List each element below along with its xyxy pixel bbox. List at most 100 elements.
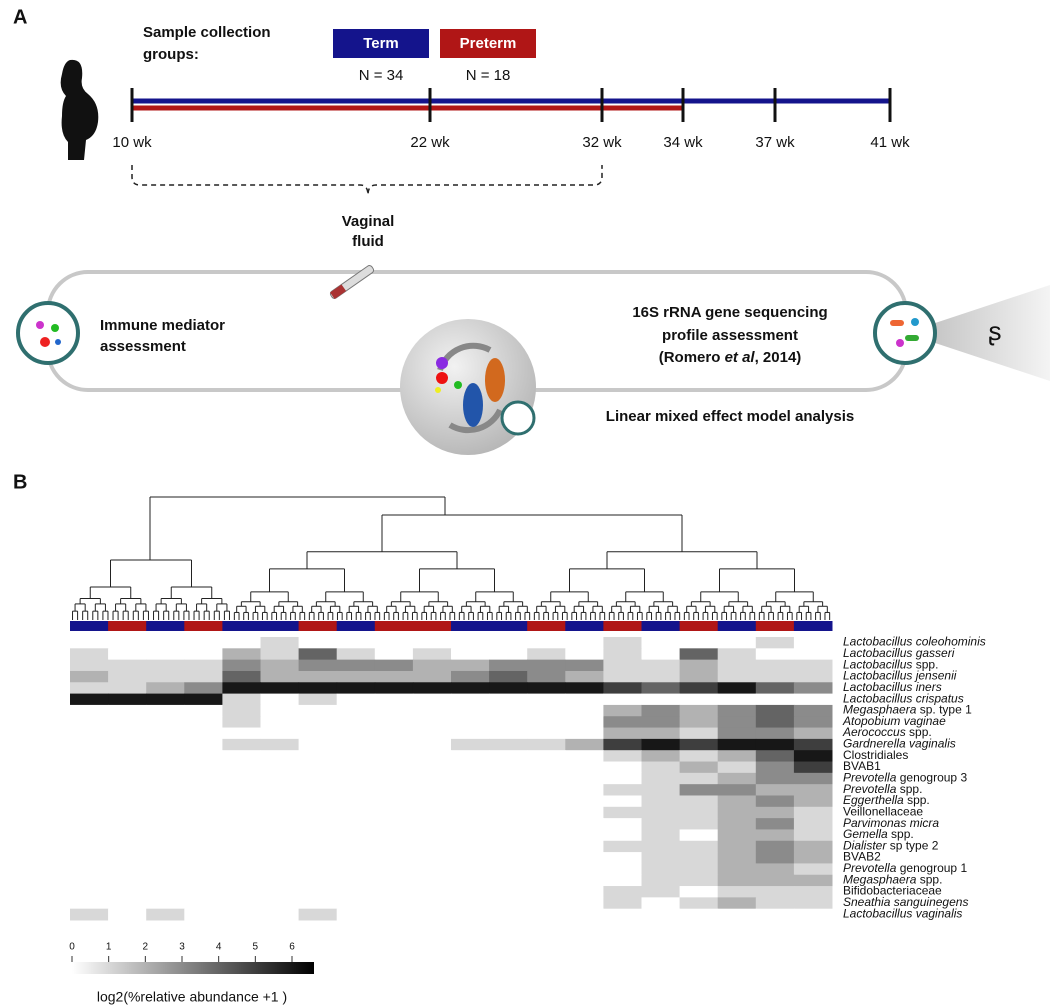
taxon-italic: Lactobacillus gasseri xyxy=(843,646,955,660)
heat-cell xyxy=(184,750,223,763)
heat-cell xyxy=(70,829,109,842)
heat-cell xyxy=(336,806,376,819)
heat-cell xyxy=(412,693,452,706)
immune-label: Immune mediator xyxy=(100,317,225,334)
heat-cell xyxy=(717,795,757,808)
heat-cell xyxy=(222,908,261,921)
colorbar xyxy=(72,962,314,974)
heat-cell xyxy=(679,738,719,751)
taxon-label: Atopobium vaginae xyxy=(842,714,946,728)
taxon-roman: Bifidobacteriaceae xyxy=(843,884,942,898)
heat-cell xyxy=(298,648,338,661)
heat-cell xyxy=(412,818,452,830)
heat-cell xyxy=(565,806,604,819)
heat-cell xyxy=(489,818,528,830)
heat-cell xyxy=(717,806,757,819)
heat-cell xyxy=(603,682,642,695)
heat-cell xyxy=(489,750,528,763)
heat-cell xyxy=(260,682,300,695)
taxon-roman: sp type 2 xyxy=(890,839,939,853)
taxon-label: Gemella spp. xyxy=(843,827,914,841)
heat-cell xyxy=(260,795,300,808)
heat-cell xyxy=(260,693,300,706)
heat-cell xyxy=(222,874,261,887)
heat-cell xyxy=(222,818,261,830)
heat-cell xyxy=(412,863,452,876)
heat-cell xyxy=(260,727,300,740)
heat-cell xyxy=(451,704,490,717)
heat-cell xyxy=(108,840,147,853)
heat-cell xyxy=(70,806,109,819)
heat-cell xyxy=(146,886,185,898)
heat-cell xyxy=(108,886,147,898)
heat-cell xyxy=(679,818,719,830)
heat-cell xyxy=(527,761,566,774)
heat-cell xyxy=(527,704,566,717)
heat-cell xyxy=(451,750,490,763)
heat-cell xyxy=(146,637,185,649)
timeline-label: 10 wk xyxy=(112,134,152,151)
heat-cell xyxy=(222,886,261,898)
heat-cell xyxy=(108,761,147,774)
heat-cell xyxy=(70,874,109,887)
dot xyxy=(890,320,904,326)
heat-cell xyxy=(603,795,642,808)
heat-cell xyxy=(146,852,185,864)
group-cell xyxy=(184,621,223,631)
taxon-italic: Dialister xyxy=(843,839,887,853)
heat-cell xyxy=(412,670,452,683)
heat-cell xyxy=(489,716,528,729)
heat-cell xyxy=(755,670,795,683)
heat-cell xyxy=(755,693,795,706)
heat-cell xyxy=(412,840,452,853)
group-cell xyxy=(641,621,681,631)
heat-cell xyxy=(108,863,147,876)
heat-cell xyxy=(146,716,185,729)
heat-cell xyxy=(793,784,833,796)
heat-cell xyxy=(489,886,528,898)
sample-label: fluid xyxy=(352,233,384,250)
heat-cell xyxy=(184,738,223,751)
heat-cell xyxy=(641,772,681,785)
heat-cell xyxy=(527,874,566,887)
heat-cell xyxy=(527,637,566,649)
heat-cell xyxy=(565,682,604,695)
heat-cell xyxy=(603,840,642,853)
heat-cell xyxy=(260,637,300,649)
timeline-label: 32 wk xyxy=(582,134,622,151)
heat-cell xyxy=(717,829,757,842)
heat-cell xyxy=(70,818,109,830)
taxon-roman: Clostridiales xyxy=(843,748,908,762)
colorbar-tick-label: 2 xyxy=(143,942,149,953)
heat-cell xyxy=(565,784,604,796)
heat-cell xyxy=(451,727,490,740)
taxon-roman: genogroup 3 xyxy=(900,771,968,785)
heat-cell xyxy=(298,840,338,853)
heat-cell xyxy=(70,750,109,763)
heat-cell xyxy=(793,682,833,695)
group-cell xyxy=(412,621,452,631)
heat-cell xyxy=(108,750,147,763)
taxon-italic: Lactobacillus crispatus xyxy=(843,691,964,705)
group-cell xyxy=(222,621,261,631)
heat-cell xyxy=(222,863,261,876)
heat-cell xyxy=(793,908,833,921)
heat-cell xyxy=(260,738,300,751)
heat-cell xyxy=(679,840,719,853)
heat-cell xyxy=(336,863,376,876)
heat-cell xyxy=(603,784,642,796)
mini-bacteria xyxy=(500,400,536,436)
dot xyxy=(436,372,448,384)
swab-icon xyxy=(329,265,375,300)
heat-cell xyxy=(222,648,261,661)
heat-cell xyxy=(717,874,757,887)
heat-cell xyxy=(298,852,338,864)
taxon-italic: Lactobacillus vaginalis xyxy=(843,907,962,921)
taxon-italic: Megasphaera xyxy=(843,703,917,717)
heat-cell xyxy=(717,784,757,796)
heat-cell xyxy=(146,682,185,695)
heat-cell xyxy=(336,897,376,910)
heat-cell xyxy=(222,750,261,763)
heat-cell xyxy=(451,772,490,785)
heat-cell xyxy=(70,659,109,672)
